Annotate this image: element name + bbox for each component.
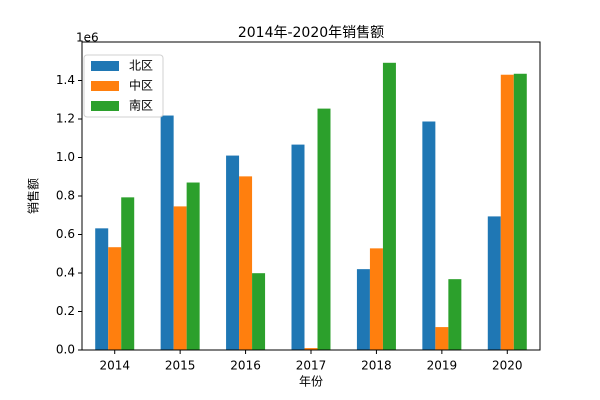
chart-title: 2014年-2020年销售额 bbox=[238, 25, 384, 41]
y-tick-label: 0.6 bbox=[56, 227, 75, 241]
bar bbox=[239, 176, 253, 350]
bar bbox=[369, 248, 383, 350]
bar bbox=[252, 273, 266, 350]
bar bbox=[500, 74, 514, 350]
bar bbox=[304, 348, 318, 350]
x-tick-label: 2017 bbox=[296, 359, 327, 373]
plot-frame bbox=[81, 41, 541, 351]
x-tick-label: 2020 bbox=[492, 359, 523, 373]
y-tick-label: 1.2 bbox=[56, 112, 75, 126]
y-axis-label: 销售额 bbox=[26, 178, 41, 214]
x-axis-label: 年份 bbox=[299, 375, 323, 389]
legend-swatch bbox=[91, 101, 119, 111]
y-tick-label: 1.4 bbox=[56, 73, 75, 87]
bar bbox=[317, 108, 331, 350]
legend-label: 北区 bbox=[129, 59, 153, 73]
bar bbox=[95, 228, 109, 350]
x-tick-label: 2018 bbox=[361, 359, 392, 373]
x-tick-label: 2019 bbox=[427, 359, 458, 373]
bar bbox=[226, 155, 240, 350]
y-tick-label: 1.0 bbox=[56, 150, 75, 164]
bar bbox=[382, 62, 396, 350]
y-offset-label: 1e6 bbox=[76, 31, 99, 45]
bar bbox=[160, 115, 174, 350]
x-tick-label: 2015 bbox=[165, 359, 196, 373]
bar bbox=[435, 327, 449, 350]
y-tick-label: 0.8 bbox=[56, 189, 75, 203]
bar bbox=[448, 279, 462, 350]
y-tick-label: 0.4 bbox=[56, 266, 75, 280]
legend-swatch bbox=[91, 61, 119, 71]
bar bbox=[173, 206, 187, 350]
bar bbox=[121, 197, 135, 350]
y-tick-label: 0.0 bbox=[56, 343, 75, 357]
bar bbox=[108, 247, 122, 350]
legend-label: 中区 bbox=[129, 78, 153, 93]
bar bbox=[513, 73, 527, 350]
bar bbox=[487, 216, 501, 350]
bar bbox=[356, 269, 370, 350]
bar bbox=[186, 182, 200, 350]
legend-swatch bbox=[91, 81, 119, 91]
bar bbox=[422, 121, 436, 350]
y-tick-label: 0.2 bbox=[56, 304, 75, 318]
legend-label: 南区 bbox=[129, 98, 153, 113]
x-tick-label: 2016 bbox=[230, 359, 261, 373]
x-tick-label: 2014 bbox=[99, 359, 130, 373]
bar bbox=[291, 144, 305, 350]
